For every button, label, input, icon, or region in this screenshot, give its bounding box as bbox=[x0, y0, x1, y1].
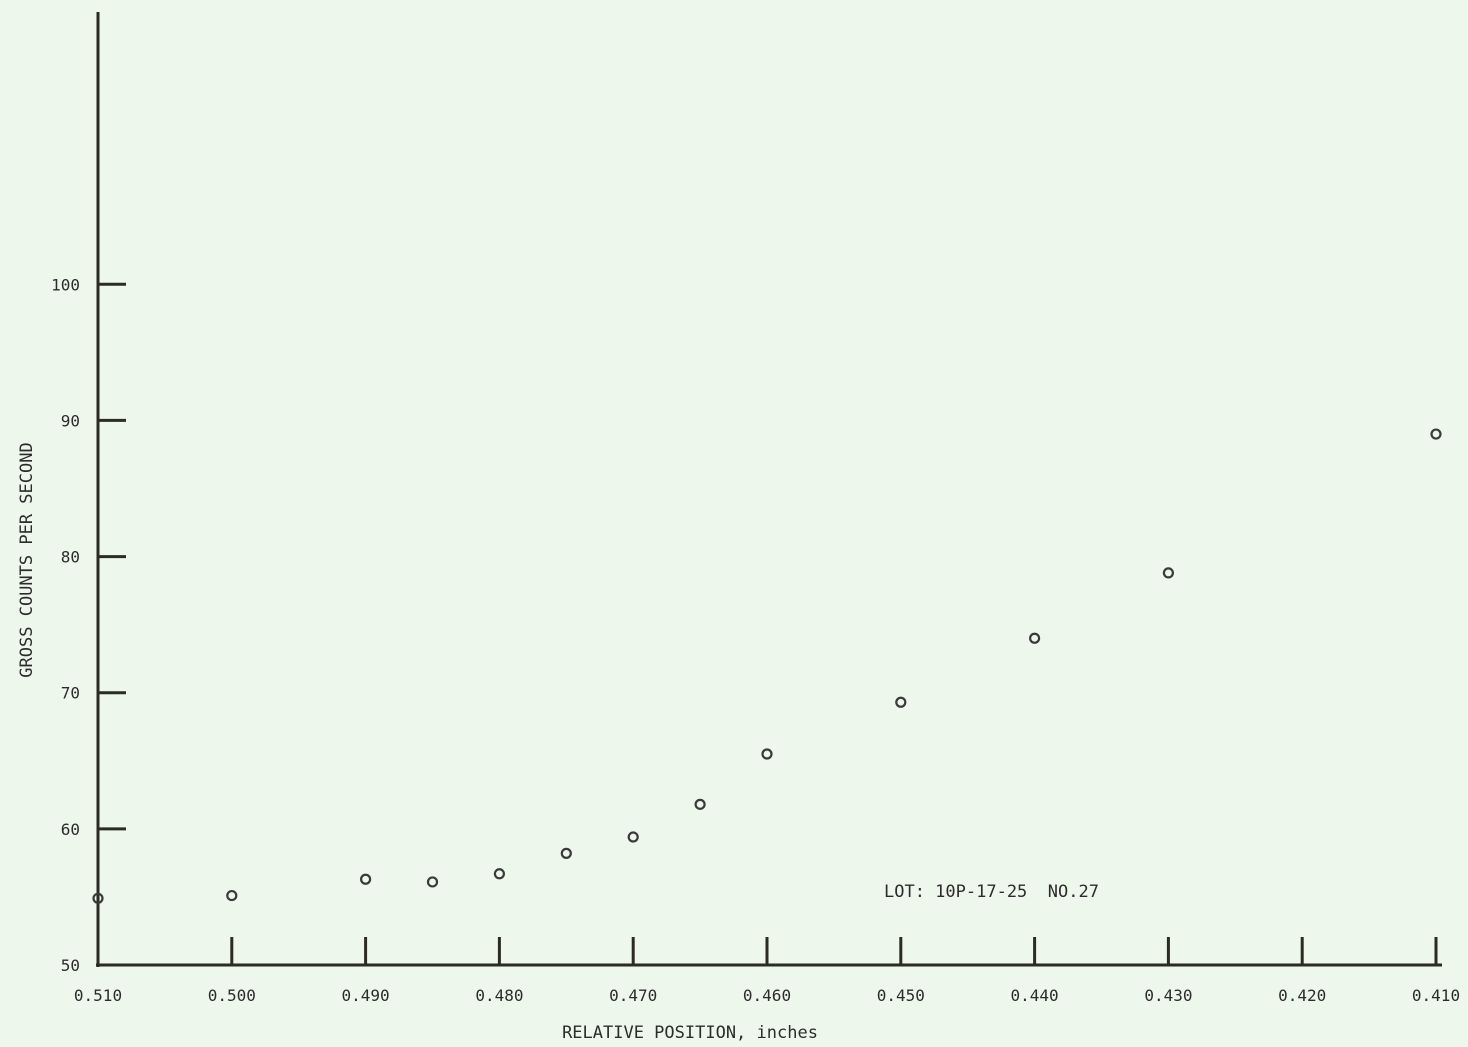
y-tick-label: 100 bbox=[51, 275, 80, 294]
x-tick-label: 0.450 bbox=[877, 986, 925, 1005]
data-point bbox=[1430, 428, 1442, 440]
data-point bbox=[1028, 632, 1041, 644]
x-tick-label: 0.410 bbox=[1412, 986, 1460, 1005]
x-axis-title: RELATIVE POSITION, inches bbox=[562, 1023, 818, 1043]
x-tick-label: 0.490 bbox=[342, 986, 390, 1005]
data-point bbox=[627, 831, 639, 843]
x-tick-label: 0.440 bbox=[1011, 986, 1059, 1005]
points-layer bbox=[92, 428, 1442, 904]
y-tick-label: 50 bbox=[61, 956, 80, 975]
y-axis-title: GROSS COUNTS PER SECOND bbox=[17, 442, 37, 677]
data-point bbox=[92, 892, 104, 904]
data-point bbox=[360, 873, 372, 885]
data-point bbox=[493, 868, 505, 880]
x-tick-label: 0.510 bbox=[74, 986, 122, 1005]
x-tick-label: 0.470 bbox=[609, 986, 657, 1005]
data-point bbox=[560, 847, 572, 859]
y-tick-label: 90 bbox=[61, 411, 80, 430]
data-point bbox=[895, 696, 907, 708]
x-tick-label: 0.480 bbox=[475, 986, 523, 1005]
x-tick-label: 0.420 bbox=[1278, 986, 1326, 1005]
axes-layer bbox=[96, 12, 1442, 967]
data-point bbox=[761, 748, 773, 760]
y-tick-label: 80 bbox=[61, 548, 80, 567]
y-tick-label: 70 bbox=[61, 684, 80, 703]
lot-annotation: LOT: 10P-17-25 NO.27 bbox=[884, 882, 1099, 902]
data-point bbox=[1162, 567, 1175, 579]
x-tick-label: 0.430 bbox=[1144, 986, 1192, 1005]
ticks-layer: 50 60 70 80 90 100 0.510 0.500 0.490 0.480 0.470 0.… bbox=[51, 275, 1460, 1005]
x-tick-label: 0.500 bbox=[208, 986, 256, 1005]
data-point bbox=[226, 889, 238, 902]
data-point bbox=[694, 798, 706, 810]
y-tick-label: 60 bbox=[61, 820, 80, 839]
x-tick-label: 0.460 bbox=[743, 986, 791, 1005]
data-point bbox=[426, 876, 439, 888]
